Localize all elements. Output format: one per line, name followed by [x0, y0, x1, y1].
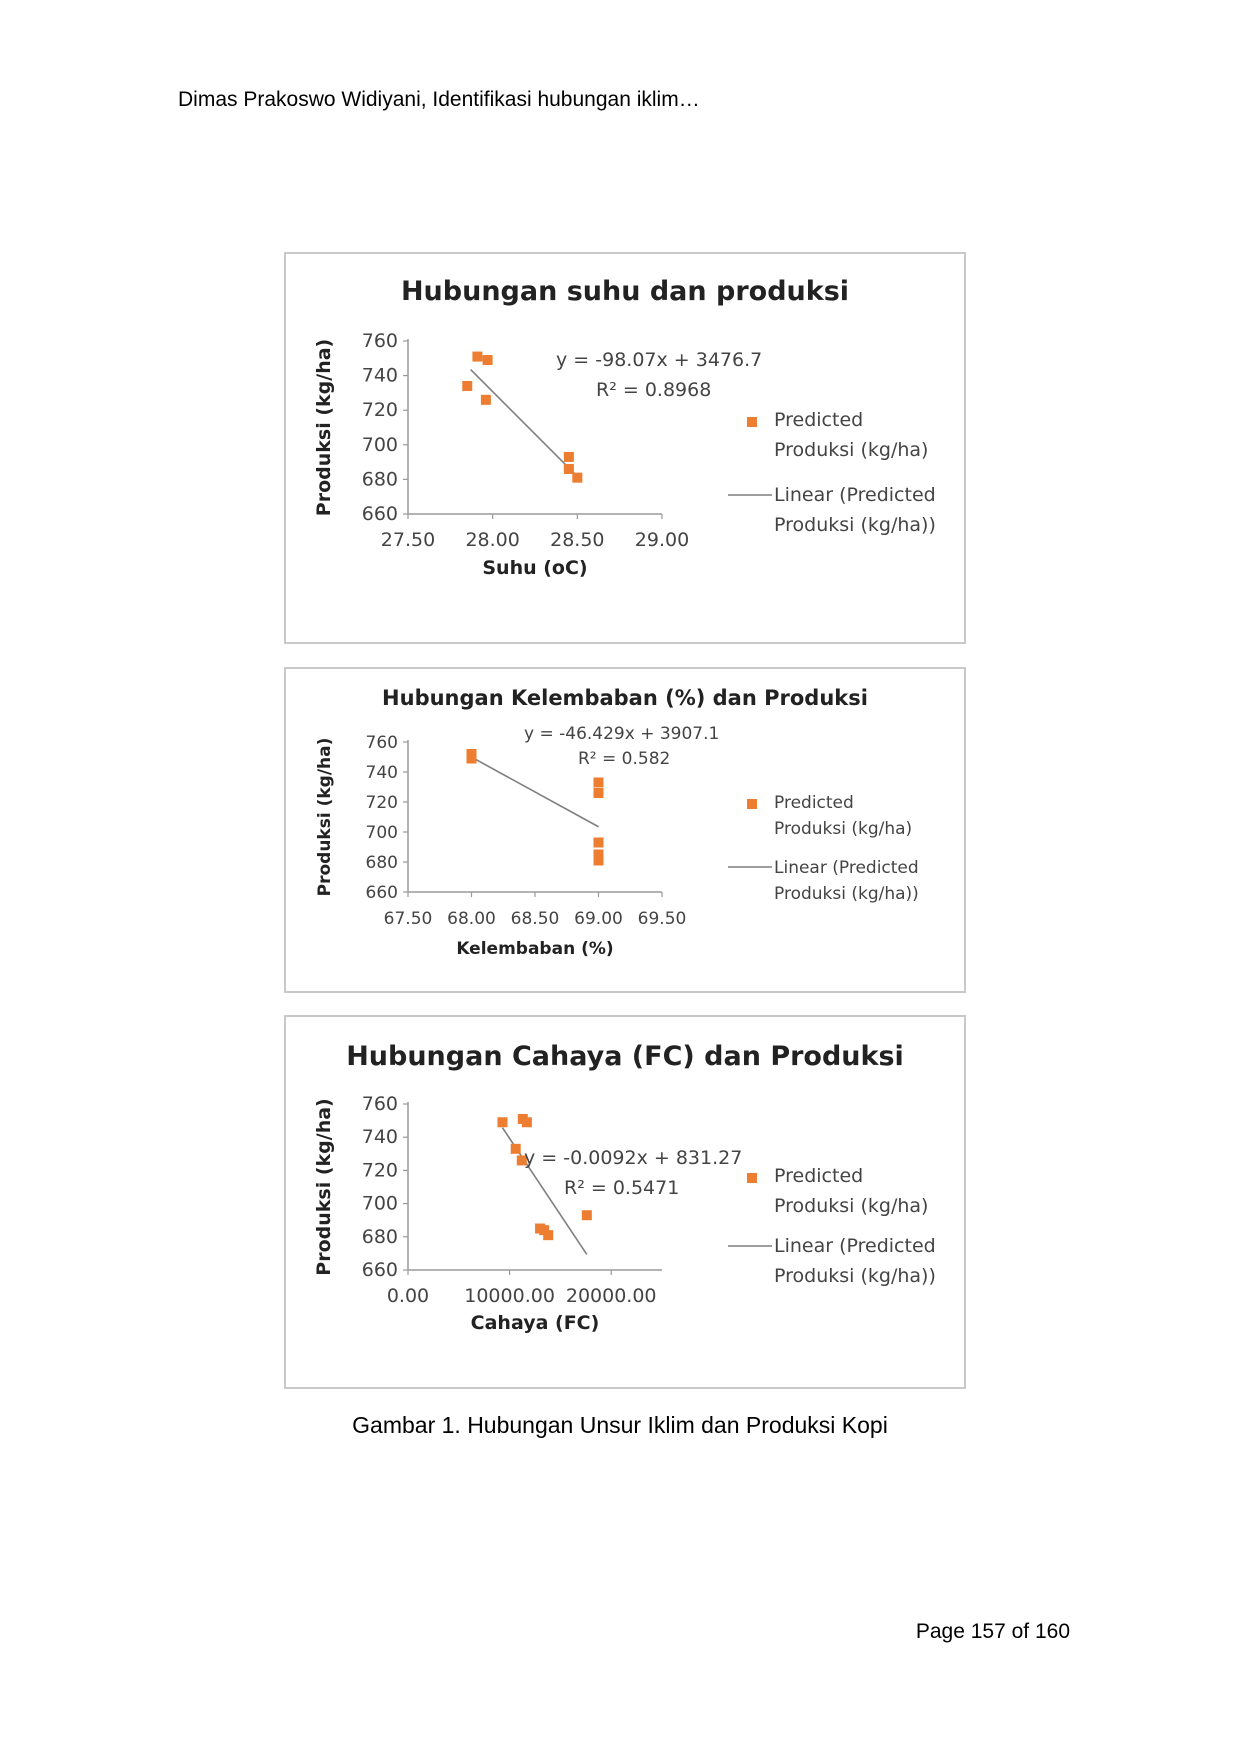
- data-point: [543, 1230, 554, 1241]
- y-tick-label: 760: [366, 733, 398, 753]
- y-tick-label: 700: [362, 434, 398, 456]
- x-tick-label: 68.50: [511, 909, 560, 929]
- r-squared-label: R² = 0.8968: [596, 379, 711, 401]
- chart-cahaya: Hubungan Cahaya (FC) dan Produksi 660 680 7…: [313, 1041, 936, 1334]
- data-point: [482, 355, 493, 366]
- y-tick-label: 700: [366, 823, 398, 843]
- chart-title: Hubungan Cahaya (FC) dan Produksi: [346, 1041, 904, 1072]
- legend-line-label: Produksi (kg/ha)): [774, 1265, 936, 1287]
- x-axis-title: Suhu (oC): [482, 557, 587, 579]
- legend-marker-label: Produksi (kg/ha): [774, 1195, 928, 1217]
- x-tick-label: 69.50: [638, 909, 687, 929]
- y-tick-label: 660: [366, 883, 398, 903]
- trendline: [470, 368, 578, 478]
- x-tick-label: 28.50: [550, 529, 604, 551]
- data-point: [472, 351, 483, 362]
- legend-line-label: Produksi (kg/ha)): [774, 884, 919, 904]
- chart-panel-cahaya: Hubungan Cahaya (FC) dan Produksi 660 680 7…: [284, 1015, 966, 1389]
- y-tick-label: 700: [362, 1193, 398, 1215]
- r-squared-label: R² = 0.582: [578, 749, 670, 769]
- y-tick-label: 760: [362, 330, 398, 352]
- page-number: Page 157 of 160: [915, 1620, 1070, 1643]
- chart-suhu: Hubungan suhu dan produksi 660 680 700 720 74…: [313, 276, 936, 579]
- data-point: [521, 1117, 532, 1128]
- data-point: [572, 472, 583, 483]
- x-axis-title: Kelembaban (%): [456, 939, 613, 959]
- trendline-equation: y = -0.0092x + 831.27: [524, 1147, 742, 1169]
- y-tick-label: 680: [362, 468, 398, 490]
- legend-marker-swatch: [747, 417, 757, 427]
- legend-line-label: Linear (Predicted: [774, 1235, 936, 1257]
- data-point: [466, 749, 477, 759]
- y-tick-label: 740: [362, 365, 398, 387]
- data-point: [462, 380, 473, 391]
- y-tick-label: 720: [366, 793, 398, 813]
- y-tick-label: 740: [366, 763, 398, 783]
- x-tick-label: 29.00: [635, 529, 689, 551]
- x-tick-label: 0.00: [387, 1285, 429, 1307]
- data-point: [593, 788, 604, 798]
- chart-title: Hubungan Kelembaban (%) dan Produksi: [382, 686, 868, 710]
- data-point: [497, 1117, 508, 1128]
- data-point: [593, 855, 604, 866]
- legend-marker-label: Predicted: [774, 793, 854, 813]
- data-point: [510, 1143, 521, 1154]
- trendline-equation: y = -46.429x + 3907.1: [524, 724, 719, 744]
- trendline: [471, 756, 599, 828]
- figure-caption: Gambar 1. Hubungan Unsur Iklim dan Produ…: [352, 1412, 888, 1438]
- chart-panel-suhu: Hubungan suhu dan produksi 660 680 700 720 74…: [284, 252, 966, 644]
- x-axis-title: Cahaya (FC): [471, 1312, 600, 1334]
- x-tick-label: 28.00: [465, 529, 519, 551]
- legend-line-label: Linear (Predicted: [774, 484, 936, 506]
- x-tick-label: 69.00: [574, 909, 623, 929]
- legend-marker-swatch: [747, 1173, 757, 1183]
- trendline-equation: y = -98.07x + 3476.7: [556, 349, 762, 371]
- y-tick-label: 660: [362, 503, 398, 525]
- data-point: [593, 777, 604, 788]
- y-axis-title: Produksi (kg/ha): [313, 1098, 335, 1275]
- y-axis-title: Produksi (kg/ha): [313, 339, 335, 516]
- data-point: [563, 451, 574, 462]
- x-tick-label: 20000.00: [566, 1285, 657, 1307]
- y-tick-label: 660: [362, 1259, 398, 1281]
- legend-marker-swatch: [747, 799, 757, 809]
- x-tick-label: 10000.00: [464, 1285, 555, 1307]
- r-squared-label: R² = 0.5471: [564, 1177, 679, 1199]
- legend-marker-label: Produksi (kg/ha): [774, 819, 912, 839]
- legend-marker-label: Produksi (kg/ha): [774, 439, 928, 461]
- y-tick-label: 720: [362, 1159, 398, 1181]
- data-point: [563, 464, 574, 475]
- data-point: [480, 394, 491, 405]
- running-head: Dimas Prakoswo Widiyani, Identifikasi hu…: [178, 88, 700, 111]
- x-tick-label: 68.00: [447, 909, 496, 929]
- x-tick-label: 67.50: [384, 909, 433, 929]
- chart-kelembaban: Hubungan Kelembaban (%) dan Produksi 660 6…: [315, 686, 919, 959]
- data-point: [593, 849, 604, 860]
- y-tick-label: 680: [362, 1226, 398, 1248]
- chart-panel-kelembaban: Hubungan Kelembaban (%) dan Produksi 660 6…: [284, 667, 966, 993]
- y-tick-label: 680: [366, 853, 398, 873]
- y-axis-title: Produksi (kg/ha): [315, 738, 335, 897]
- data-point: [516, 1155, 527, 1166]
- legend-line-label: Linear (Predicted: [774, 858, 919, 878]
- legend-marker-label: Predicted: [774, 409, 863, 431]
- x-tick-label: 27.50: [381, 529, 435, 551]
- legend-marker-label: Predicted: [774, 1165, 863, 1187]
- y-tick-label: 740: [362, 1126, 398, 1148]
- y-tick-label: 720: [362, 399, 398, 421]
- legend-line-label: Produksi (kg/ha)): [774, 514, 936, 536]
- data-point: [593, 837, 604, 848]
- chart-title: Hubungan suhu dan produksi: [401, 276, 849, 307]
- data-point: [581, 1210, 592, 1221]
- y-tick-label: 760: [362, 1093, 398, 1115]
